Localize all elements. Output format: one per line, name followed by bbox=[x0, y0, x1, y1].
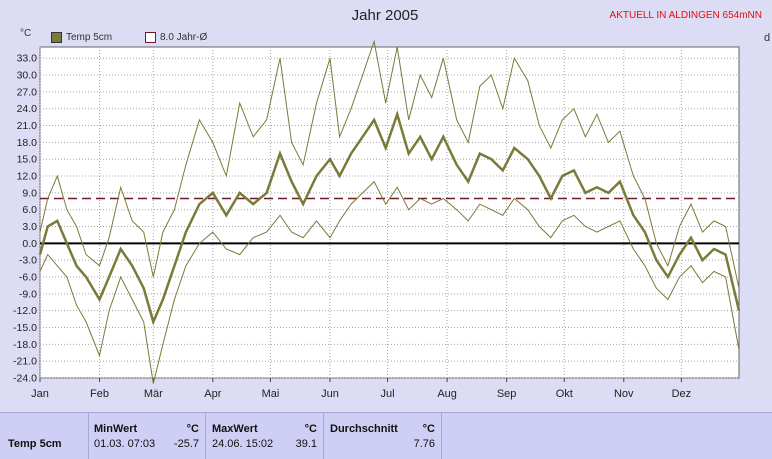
max-value: 39.1 bbox=[295, 438, 317, 450]
x-tick-label: Dez bbox=[672, 388, 692, 400]
y-tick-label: 30.0 bbox=[17, 70, 38, 82]
min-value: -25.7 bbox=[173, 438, 199, 450]
x-tick-label: Aug bbox=[437, 388, 457, 400]
y-tick-label: -15.0 bbox=[13, 322, 37, 334]
edge-label: d bbox=[764, 32, 771, 44]
grid bbox=[39, 47, 739, 379]
y-tick-label: -6.0 bbox=[19, 272, 37, 284]
y-tick-label: -12.0 bbox=[13, 305, 37, 317]
series-lines bbox=[38, 39, 741, 384]
avg-header: Durchschnitt bbox=[330, 423, 398, 435]
stats-row-label-cell: Temp 5cm bbox=[0, 413, 89, 459]
x-tick-label: Nov bbox=[614, 388, 634, 400]
legend-label-temp: Temp 5cm bbox=[66, 32, 113, 43]
x-tick-label: Okt bbox=[556, 388, 573, 400]
x-tick-label: Feb bbox=[90, 388, 109, 400]
y-tick-label: 3.0 bbox=[22, 221, 37, 233]
y-tick-label: -9.0 bbox=[19, 288, 37, 300]
series-line-min bbox=[39, 180, 740, 384]
x-tick-label: Jul bbox=[381, 388, 395, 400]
stats-avg-cell: Durchschnitt °C 7.76 bbox=[324, 413, 442, 459]
legend-label-average: 8.0 Jahr-Ø bbox=[160, 32, 208, 43]
max-unit: °C bbox=[304, 423, 317, 435]
stats-min-cell: MinWert °C 01.03. 07:03 -25.7 bbox=[88, 413, 206, 459]
y-tick-label: 6.0 bbox=[22, 204, 37, 216]
chart-title: Jahr 2005 bbox=[351, 7, 419, 24]
avg-unit: °C bbox=[422, 423, 435, 435]
x-tick-label: Jan bbox=[31, 388, 49, 400]
max-time: 24.06. 15:02 bbox=[212, 438, 274, 450]
y-tick-label: 0.0 bbox=[22, 238, 37, 250]
min-header: MinWert bbox=[94, 423, 138, 435]
y-tick-label: 18.0 bbox=[17, 137, 38, 149]
y-tick-label: 24.0 bbox=[17, 103, 38, 115]
series-line-mean bbox=[38, 110, 741, 326]
stats-row-label: Temp 5cm bbox=[8, 438, 62, 450]
y-tick-label: 33.0 bbox=[17, 53, 38, 65]
stats-panel: Temp 5cm MinWert °C 01.03. 07:03 -25.7 M… bbox=[0, 412, 772, 459]
x-tick-label: Mai bbox=[262, 388, 280, 400]
x-tick-label: Apr bbox=[204, 388, 221, 400]
series-line-max bbox=[39, 39, 740, 289]
legend-swatch-average bbox=[145, 32, 156, 43]
y-tick-label: -24.0 bbox=[13, 373, 37, 385]
temperature-chart: 33.0 30.0 27.0 24.0 21.0 18.0 15.0 12.0 9.0 6.0 3.… bbox=[13, 39, 741, 400]
max-header: MaxWert bbox=[212, 423, 258, 435]
legend-swatch-temp bbox=[51, 32, 62, 43]
avg-value: 7.76 bbox=[413, 438, 435, 450]
legend-item-average: 8.0 Jahr-Ø bbox=[145, 32, 207, 43]
y-tick-label: -21.0 bbox=[13, 356, 37, 368]
y-tick-label: -18.0 bbox=[13, 339, 37, 351]
stats-max-cell: MaxWert °C 24.06. 15:02 39.1 bbox=[206, 413, 324, 459]
x-tick-label: Sep bbox=[497, 388, 517, 400]
y-axis-ticks: 33.0 30.0 27.0 24.0 21.0 18.0 15.0 12.0 9.0 6.0 3.… bbox=[13, 53, 37, 385]
y-tick-label: -3.0 bbox=[19, 255, 37, 267]
y-tick-label: 15.0 bbox=[17, 154, 38, 166]
y-tick-label: 12.0 bbox=[17, 171, 38, 183]
min-time: 01.03. 07:03 bbox=[94, 438, 156, 450]
x-tick-label: Jun bbox=[321, 388, 339, 400]
station-label: AKTUELL IN ALDINGEN 654mNN bbox=[609, 10, 762, 21]
legend-item-temp: Temp 5cm bbox=[51, 32, 112, 43]
y-tick-label: 21.0 bbox=[17, 120, 38, 132]
x-tick-label: Mär bbox=[144, 388, 163, 400]
y-axis-unit: °C bbox=[20, 28, 32, 39]
y-tick-label: 9.0 bbox=[22, 187, 37, 199]
x-axis-ticks: Jan Feb Mär Apr Mai Jun Jul Aug Sep Okt Nov Dez bbox=[31, 378, 691, 400]
min-unit: °C bbox=[186, 423, 199, 435]
y-tick-label: 27.0 bbox=[17, 86, 38, 98]
plot-area bbox=[39, 46, 740, 379]
